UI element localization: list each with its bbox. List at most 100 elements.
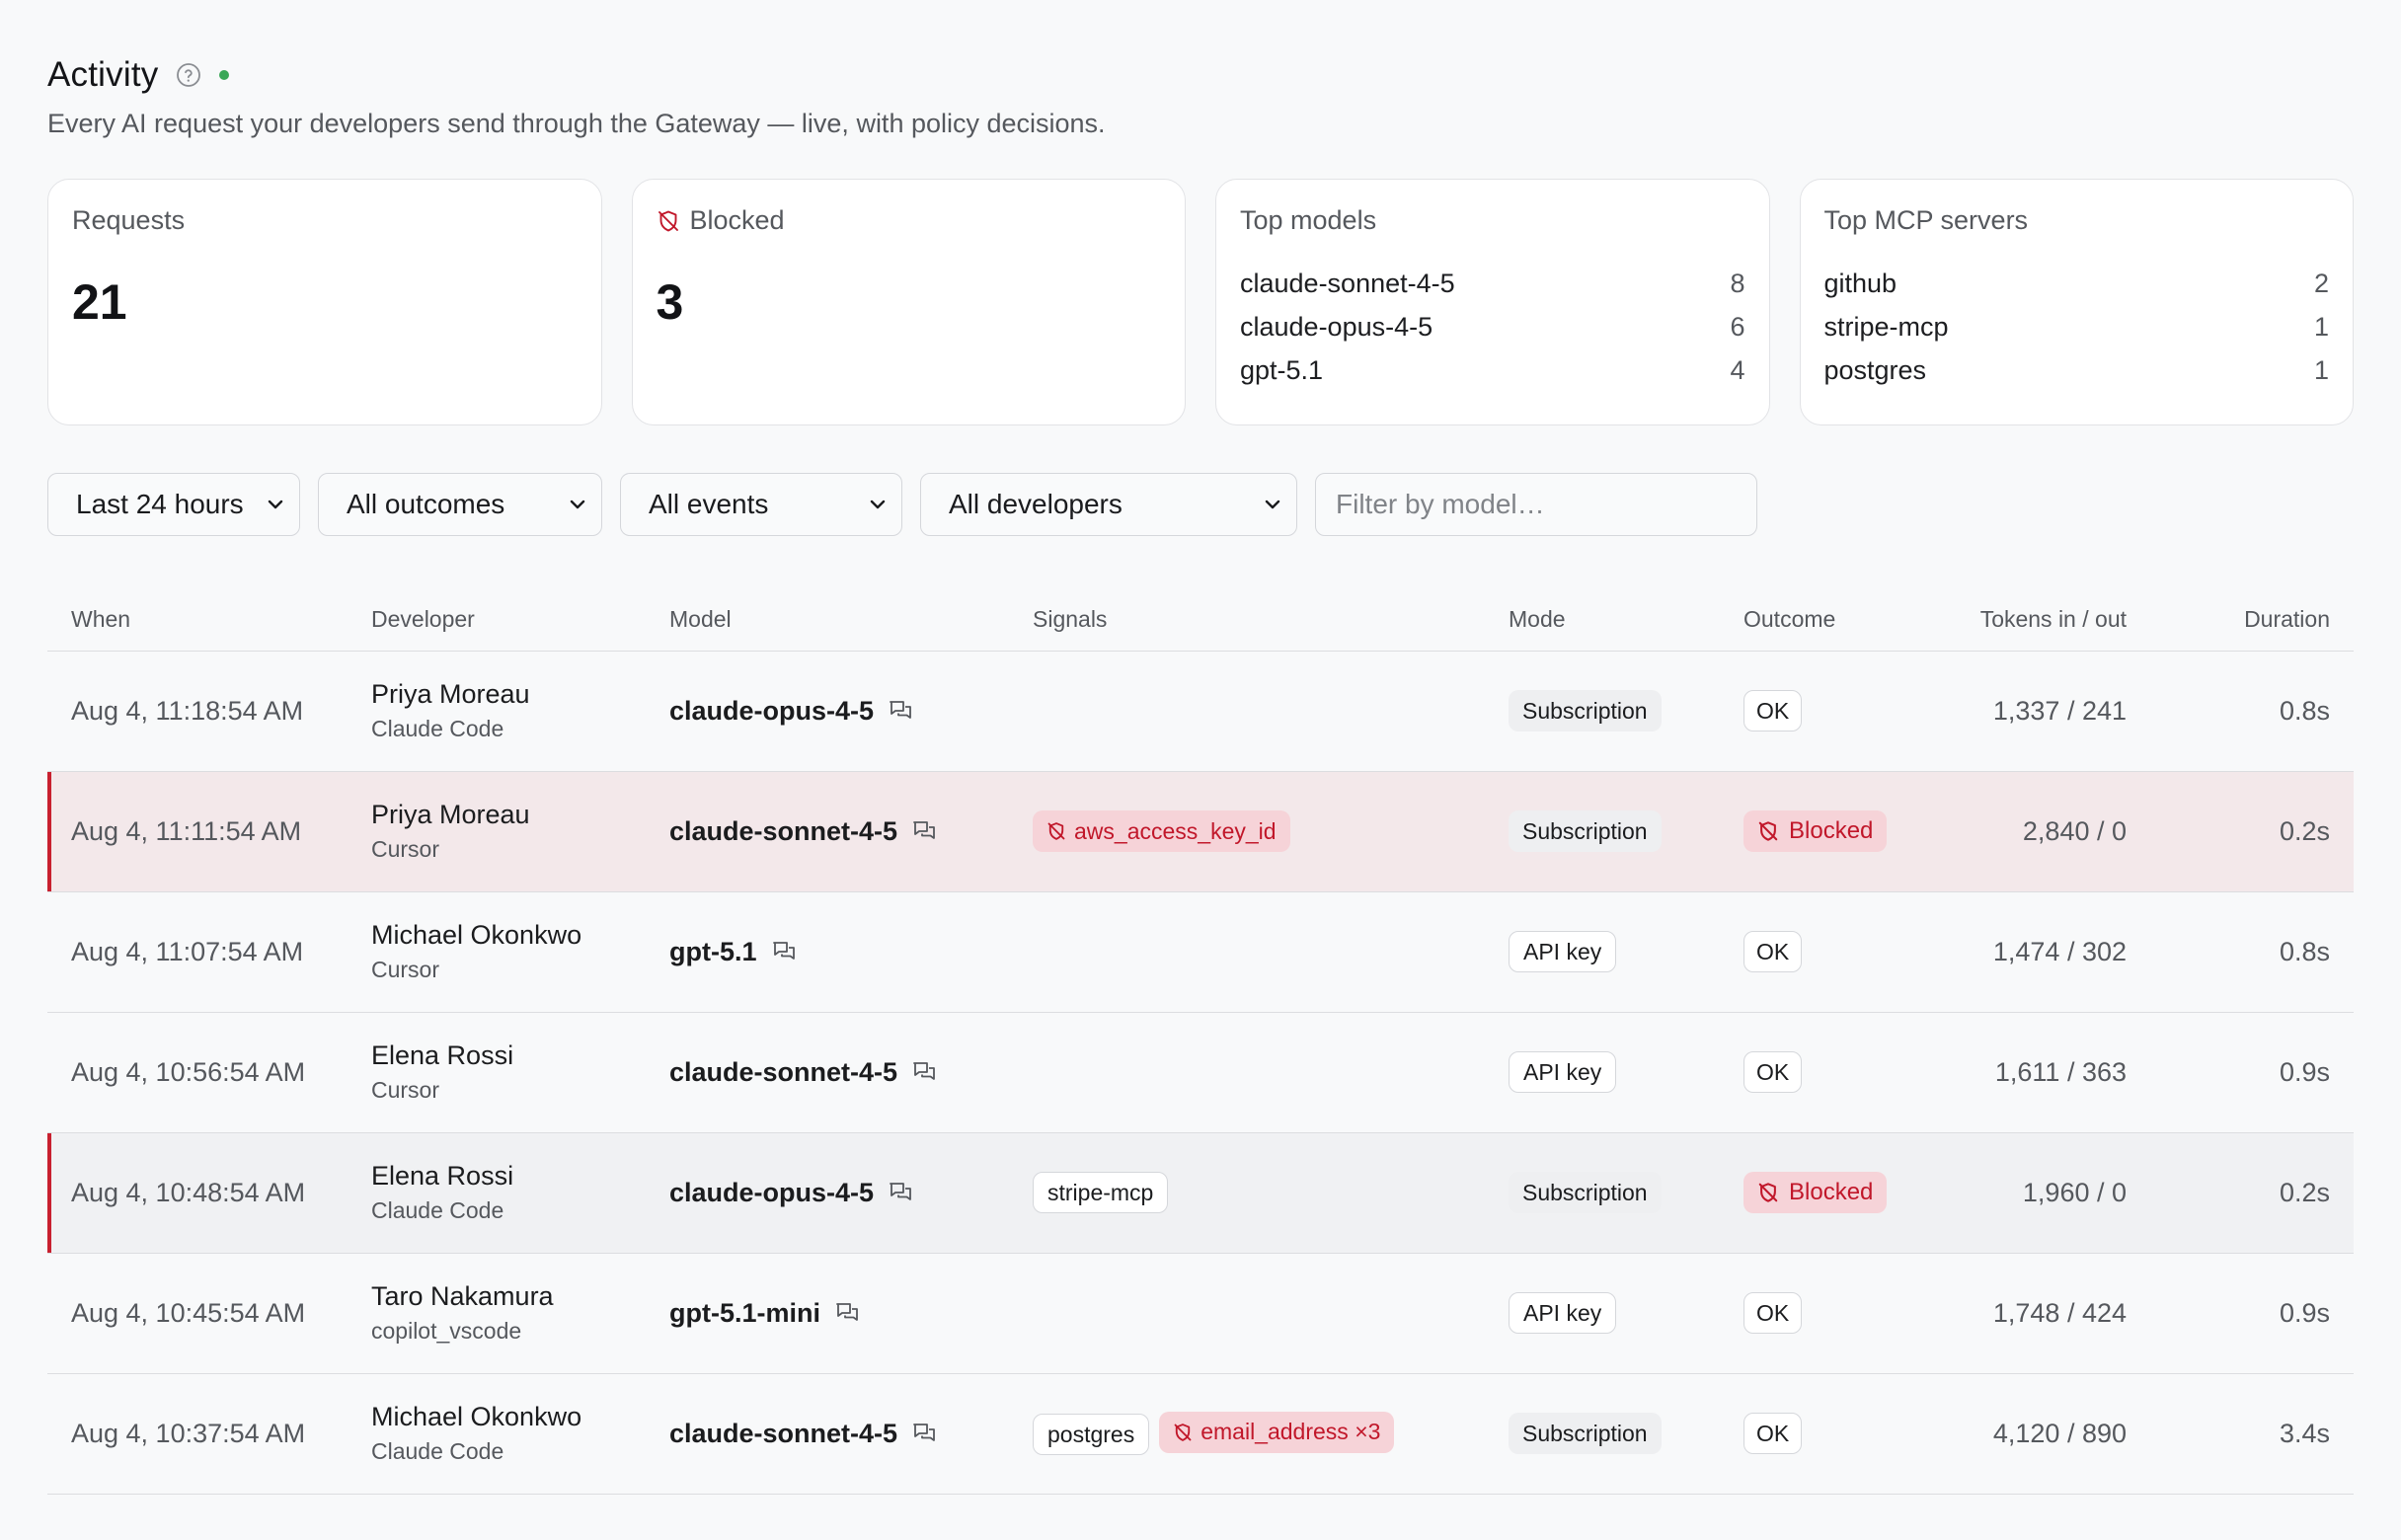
model-cell: claude-opus-4-5 <box>669 1178 913 1208</box>
developer-client: Claude Code <box>371 716 504 741</box>
chat-bubbles-icon[interactable] <box>911 818 937 844</box>
time-range-select[interactable]: Last 24 hours <box>47 473 300 536</box>
chat-bubbles-icon[interactable] <box>888 1180 913 1205</box>
model-name: gpt-5.1-mini <box>669 1297 820 1328</box>
developer-name: Michael Okonkwo <box>371 1402 582 1431</box>
model-name: gpt-5.1 <box>1240 354 1324 385</box>
model-cell: gpt-5.1 <box>669 937 797 967</box>
chat-bubbles-icon[interactable] <box>911 1421 937 1446</box>
list-item: claude-sonnet-4-5 8 <box>1240 262 1745 305</box>
model-name: claude-opus-4-5 <box>669 695 875 726</box>
shield-off-icon <box>1174 1423 1192 1441</box>
model-filter-input[interactable] <box>1315 473 1757 536</box>
outcome-value: All outcomes <box>347 489 505 519</box>
developer-name: Elena Rossi <box>371 1161 514 1191</box>
events-select[interactable]: All events <box>620 473 902 536</box>
col-mode[interactable]: Mode <box>1509 589 1743 652</box>
duration-value: 0.2s <box>2279 815 2330 846</box>
row-when: Aug 4, 10:37:54 AM <box>71 1418 306 1448</box>
row-when: Aug 4, 10:56:54 AM <box>71 1056 306 1087</box>
developer-client: Claude Code <box>371 1197 504 1223</box>
table-row[interactable]: Aug 4, 11:11:54 AM Priya Moreau Cursor cl… <box>47 771 2354 892</box>
developer-client: Claude Code <box>371 1438 504 1464</box>
developer-name: Michael Okonkwo <box>371 920 582 950</box>
outcome-select[interactable]: All outcomes <box>318 473 602 536</box>
chevron-down-icon <box>868 495 888 514</box>
model-name: claude-sonnet-4-5 <box>669 815 898 846</box>
table-row[interactable]: Aug 4, 11:18:54 AM Priya Moreau Claude Co… <box>47 651 2354 772</box>
developer-name: Priya Moreau <box>371 679 530 709</box>
list-item: github 2 <box>1824 262 2330 305</box>
col-signals[interactable]: Signals <box>1033 589 1509 652</box>
signal-label: email_address ×3 <box>1200 1419 1381 1445</box>
requests-label: Requests <box>72 205 186 235</box>
top-mcp-list: github 2 stripe-mcp 1 postgres 1 <box>1824 262 2330 392</box>
col-tokens[interactable]: Tokens in / out <box>1941 589 2164 652</box>
model-count: 4 <box>1730 354 1745 385</box>
live-status-dot <box>219 70 230 80</box>
mcp-name: postgres <box>1823 354 1927 385</box>
developers-value: All developers <box>949 489 1123 519</box>
col-when[interactable]: When <box>47 589 371 652</box>
col-developer[interactable]: Developer <box>371 589 669 652</box>
page-subtitle: Every AI request your developers send th… <box>47 109 1106 138</box>
chat-bubbles-icon[interactable] <box>771 939 797 964</box>
model-cell: claude-sonnet-4-5 <box>669 816 937 847</box>
mcp-count: 1 <box>2313 354 2329 385</box>
duration-value: 0.8s <box>2279 695 2330 726</box>
table-row[interactable]: Aug 4, 10:48:54 AM Elena Rossi Claude Cod… <box>47 1132 2354 1254</box>
status-label: Blocked <box>1789 817 1874 844</box>
table-row[interactable]: Aug 4, 10:37:54 AM Michael Okonkwo Claude… <box>47 1373 2354 1495</box>
top-mcp-label: Top MCP servers <box>1823 205 2029 235</box>
signal-chip[interactable]: postgres <box>1033 1414 1150 1456</box>
duration-value: 0.2s <box>2279 1177 2330 1207</box>
shield-off-icon <box>1758 821 1778 841</box>
status-badge: Blocked <box>1743 1172 1888 1213</box>
top-models-list: claude-sonnet-4-5 8 claude-opus-4-5 6 gpt-… <box>1240 262 1745 392</box>
status-badge: OK <box>1743 1051 1803 1093</box>
tokens-value: 1,748 / 424 <box>1992 1297 2127 1328</box>
col-outcome[interactable]: Outcome <box>1743 589 1941 652</box>
tokens-value: 4,120 / 890 <box>1992 1418 2127 1448</box>
developer-client: Cursor <box>371 957 440 982</box>
tokens-value: 1,960 / 0 <box>2022 1177 2127 1207</box>
developer-client: copilot_vscode <box>371 1318 522 1344</box>
developer-name: Priya Moreau <box>371 800 530 829</box>
page-title: Activity <box>47 55 159 94</box>
signal-chip[interactable]: email_address ×3 <box>1159 1411 1395 1453</box>
table-row[interactable]: Aug 4, 10:56:54 AM Elena Rossi Cursor cla… <box>47 1012 2354 1133</box>
mcp-count: 2 <box>2313 268 2329 298</box>
shield-off-icon <box>658 210 678 231</box>
model-cell: claude-sonnet-4-5 <box>669 1057 937 1088</box>
col-model[interactable]: Model <box>669 589 1033 652</box>
col-duration[interactable]: Duration <box>2164 589 2354 652</box>
chat-bubbles-icon[interactable] <box>911 1059 937 1085</box>
signal-chip[interactable]: aws_access_key_id <box>1033 810 1290 852</box>
tokens-value: 1,474 / 302 <box>1992 936 2127 966</box>
status-badge: OK <box>1743 1413 1803 1454</box>
model-count: 6 <box>1730 311 1745 342</box>
blocked-label: Blocked <box>689 205 785 235</box>
table-row[interactable]: Aug 4, 11:07:54 AM Michael Okonkwo Cursor… <box>47 891 2354 1013</box>
developer-name: Elena Rossi <box>371 1040 514 1070</box>
developer-client: Cursor <box>371 836 440 862</box>
shield-off-icon <box>1047 822 1065 840</box>
chat-bubbles-icon[interactable] <box>834 1300 860 1326</box>
status-badge: OK <box>1743 690 1803 732</box>
events-value: All events <box>649 489 769 519</box>
model-name: claude-sonnet-4-5 <box>669 1418 898 1448</box>
tokens-value: 1,337 / 241 <box>1992 695 2127 726</box>
shield-off-icon <box>1758 1183 1778 1202</box>
developers-select[interactable]: All developers <box>920 473 1297 536</box>
model-cell: gpt-5.1-mini <box>669 1298 860 1329</box>
model-name: gpt-5.1 <box>669 936 757 966</box>
duration-value: 0.8s <box>2279 936 2330 966</box>
summary-cards: Requests 21 Blocked 3 Top models claude-… <box>47 179 2354 425</box>
list-item: claude-opus-4-5 6 <box>1240 305 1745 348</box>
signal-chip[interactable]: stripe-mcp <box>1033 1172 1169 1213</box>
question-circle-icon[interactable] <box>176 62 201 88</box>
row-when: Aug 4, 11:18:54 AM <box>71 695 304 726</box>
blocked-value: 3 <box>656 274 684 330</box>
table-row[interactable]: Aug 4, 10:45:54 AM Taro Nakamura copilot_… <box>47 1253 2354 1374</box>
chat-bubbles-icon[interactable] <box>888 698 913 724</box>
